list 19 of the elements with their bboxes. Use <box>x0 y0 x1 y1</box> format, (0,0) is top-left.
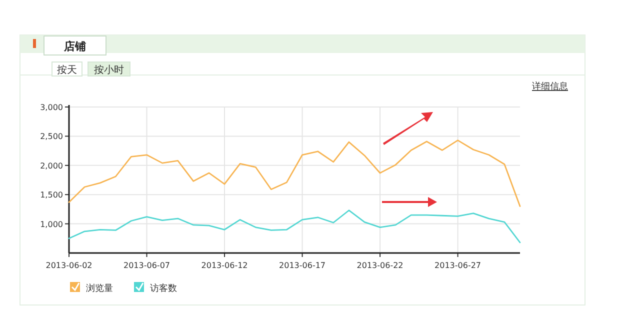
x-tick-label: 2013-06-22 <box>356 261 404 270</box>
x-tick-label: 2013-06-27 <box>434 261 482 270</box>
line-series <box>68 210 521 244</box>
x-tick-label: 2013-06-12 <box>201 261 248 270</box>
y-tick-label: 2,000 <box>40 161 63 170</box>
text: 按天 <box>57 64 77 76</box>
x-tick-label: 2013-06-02 <box>46 261 92 270</box>
y-tick-label: 3,000 <box>40 103 63 112</box>
y-tick-label: 2,500 <box>40 132 63 142</box>
legend-label: 浏览量 <box>86 283 113 294</box>
chart-title: 店铺 <box>63 40 86 53</box>
legend-label: 访客数 <box>150 283 177 294</box>
y-tick-label: 1,000 <box>40 220 63 229</box>
text: 详细信息 <box>532 81 568 92</box>
line-series <box>68 140 521 207</box>
y-tick-label: 1,500 <box>40 190 63 200</box>
x-tick-label: 2013-06-17 <box>279 261 326 270</box>
text: 按小时 <box>94 64 124 76</box>
x-tick-label: 2013-06-07 <box>124 261 170 270</box>
